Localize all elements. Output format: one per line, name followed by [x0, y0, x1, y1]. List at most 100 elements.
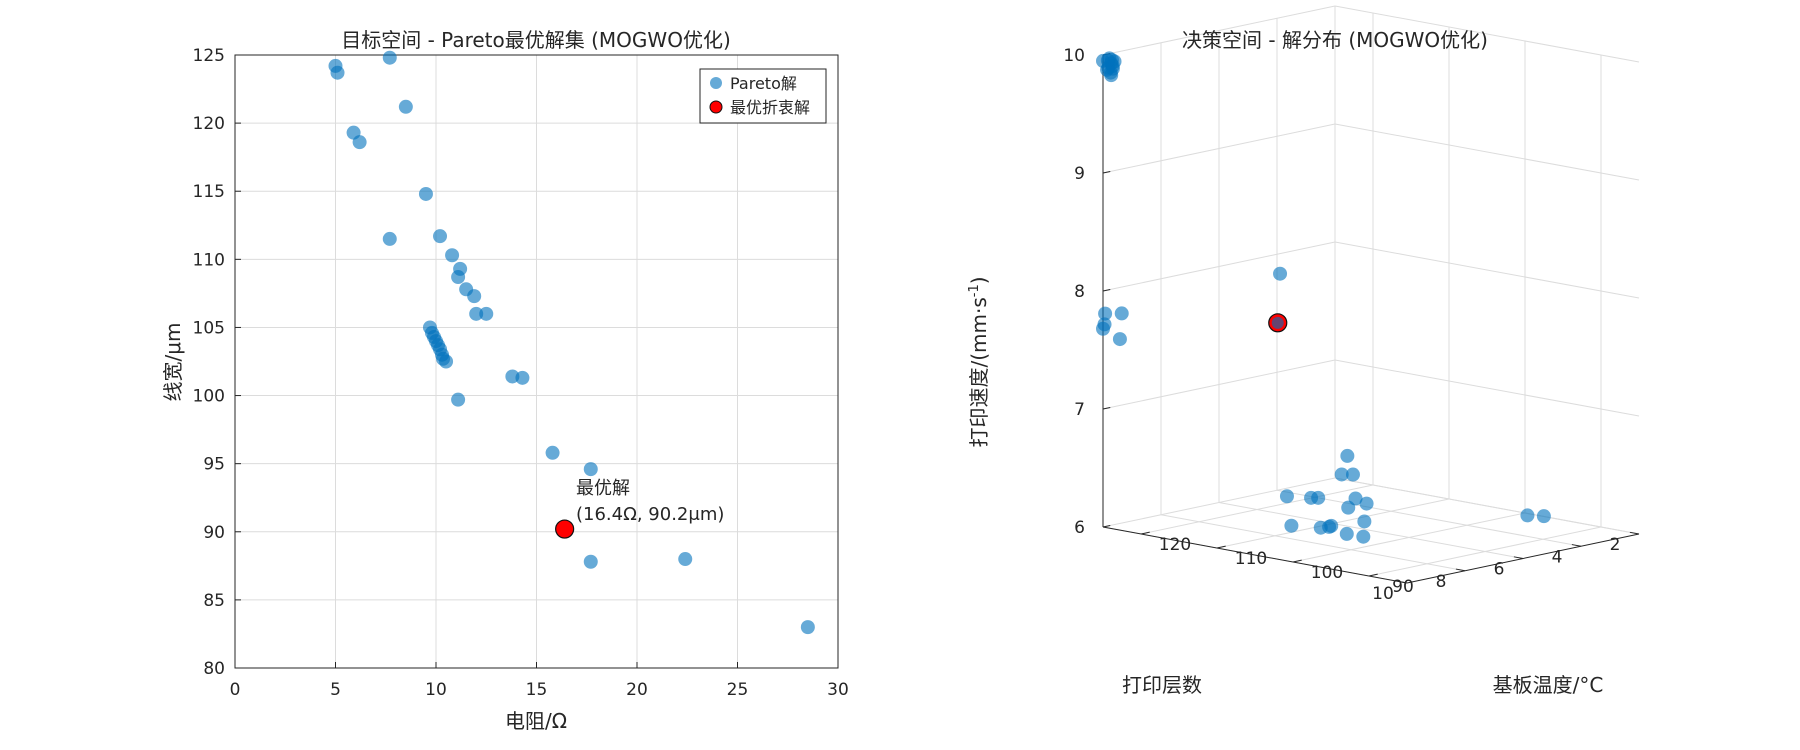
decision-point	[1100, 53, 1115, 68]
decision-point	[1273, 266, 1288, 281]
y-tick-label: 100	[1311, 563, 1343, 583]
best-decision-overlay-point	[1271, 316, 1284, 329]
plot2-y-axis-label: 基板温度/°C	[1493, 673, 1604, 697]
backwall-gridline-z	[1334, 359, 1640, 417]
x-tick-mark	[1571, 544, 1582, 547]
decision-point	[1341, 500, 1356, 515]
pareto-point	[545, 445, 560, 460]
legend-marker-pareto	[710, 77, 722, 89]
sidewall-gridline-z	[1102, 359, 1336, 410]
x-tick-mark	[1455, 568, 1466, 572]
z-axis-label-main: 打印速度/(mm·s	[967, 297, 991, 447]
pareto-point	[330, 65, 345, 80]
pareto-point	[583, 462, 598, 477]
plot1-y-tick-label: 125	[193, 46, 225, 66]
floor-gridline-y	[1140, 484, 1374, 535]
z-tick-mark	[1102, 288, 1111, 292]
decision-point	[1345, 467, 1360, 482]
pareto-point	[479, 306, 494, 321]
plot2-x-axis-label: 打印层数	[1122, 673, 1202, 697]
z-tick-label: 8	[1074, 282, 1085, 302]
sidewall-gridline-z	[1102, 241, 1336, 292]
plot1-y-tick-label: 105	[193, 318, 225, 338]
decision-point	[1279, 489, 1294, 504]
z-tick-mark	[1102, 524, 1111, 528]
y-tick-label: 90	[1392, 577, 1414, 597]
pareto-point	[382, 50, 397, 65]
floor-gridline-x	[1276, 489, 1582, 547]
plot1-x-tick-label: 0	[230, 680, 241, 700]
decision-point	[1356, 529, 1371, 544]
y-tick-mark	[1140, 531, 1150, 535]
pareto-point	[445, 248, 460, 263]
x-tick-mark	[1629, 531, 1640, 535]
plot1-title: 目标空间 - Pareto最优解集 (MOGWO优化)	[341, 28, 731, 52]
best-solution-annotation-line1: 最优解	[576, 478, 630, 499]
plot1-legend: Pareto解 最优折衷解	[699, 68, 827, 124]
decision-point	[1096, 321, 1110, 336]
decision-point	[1313, 520, 1328, 535]
x-tick-mark	[1513, 556, 1524, 559]
plot1-x-tick-label: 15	[526, 680, 548, 700]
pareto-point	[433, 229, 448, 244]
plot1-y-tick-label: 80	[203, 659, 225, 679]
x-tick-label: 6	[1494, 560, 1505, 580]
plot1-y-tick-label: 95	[203, 455, 225, 475]
legend-label-best: 最优折衷解	[730, 98, 810, 117]
pareto-point	[800, 620, 815, 635]
y-axis-line	[1102, 526, 1408, 584]
plot1-y-tick-label: 85	[203, 591, 225, 611]
z-tick-label: 9	[1074, 164, 1085, 184]
backwall-gridline-z	[1334, 5, 1640, 63]
backwall-gridline-z	[1334, 241, 1640, 299]
plot1-y-tick-label: 110	[193, 250, 225, 270]
pareto-point	[382, 231, 397, 246]
floor-gridline-y	[1292, 512, 1526, 563]
best-solution-point	[555, 519, 575, 539]
plot1-x-tick-label: 5	[330, 680, 341, 700]
pareto-point	[467, 289, 482, 304]
plot1-x-tick-label: 20	[626, 680, 648, 700]
decision-point	[1334, 467, 1349, 482]
decision-point	[1114, 306, 1129, 321]
decision-point	[1112, 332, 1127, 347]
sidewall-gridline-z	[1102, 5, 1336, 56]
y-tick-mark	[1368, 573, 1378, 577]
decision-point	[1340, 448, 1355, 463]
pareto-point	[451, 270, 466, 285]
decision-point	[1304, 490, 1319, 505]
pareto-point	[583, 554, 598, 569]
pareto-point	[451, 392, 466, 407]
sidewall-gridline-z	[1102, 123, 1336, 174]
z-tick-label: 10	[1063, 46, 1085, 66]
z-tick-label: 6	[1074, 518, 1085, 538]
pareto-point	[398, 99, 413, 114]
floor-gridline-y	[1368, 526, 1602, 577]
decision-point	[1339, 526, 1354, 541]
plot1-y-tick-label: 90	[203, 523, 225, 543]
pareto-point	[469, 306, 484, 321]
legend-label-pareto: Pareto解	[730, 74, 797, 93]
legend-box	[699, 68, 827, 124]
pareto-objective-plot: 0 5 10 15 20 25 30 80 85 90 95 100 105 110 115 120 125 最…	[161, 28, 849, 733]
plot1-y-axis-label: 线宽/μm	[161, 323, 185, 402]
decision-point	[1357, 514, 1372, 529]
best-solution-annotation-line2: (16.4Ω, 90.2μm)	[576, 504, 724, 525]
x-tick-label: 10	[1372, 584, 1394, 604]
y-tick-mark	[1216, 545, 1226, 549]
x-tick-label: 8	[1436, 572, 1447, 592]
decision-point	[1536, 509, 1551, 524]
pareto-point	[439, 354, 454, 369]
sidewall-gridline-z	[1102, 477, 1336, 528]
floor-gridline-x	[1160, 514, 1466, 572]
pareto-point	[515, 370, 530, 385]
decision-point	[1104, 68, 1119, 83]
plot2-z-axis-label: 打印速度/(mm·s-1)	[967, 276, 991, 447]
pareto-point	[418, 186, 433, 201]
backwall-gridline-z	[1334, 123, 1640, 181]
x-tick-mark	[1397, 580, 1408, 584]
plot1-x-tick-label: 25	[727, 680, 749, 700]
plot1-y-tick-label: 100	[193, 387, 225, 407]
backwall-gridline-z	[1334, 477, 1640, 535]
